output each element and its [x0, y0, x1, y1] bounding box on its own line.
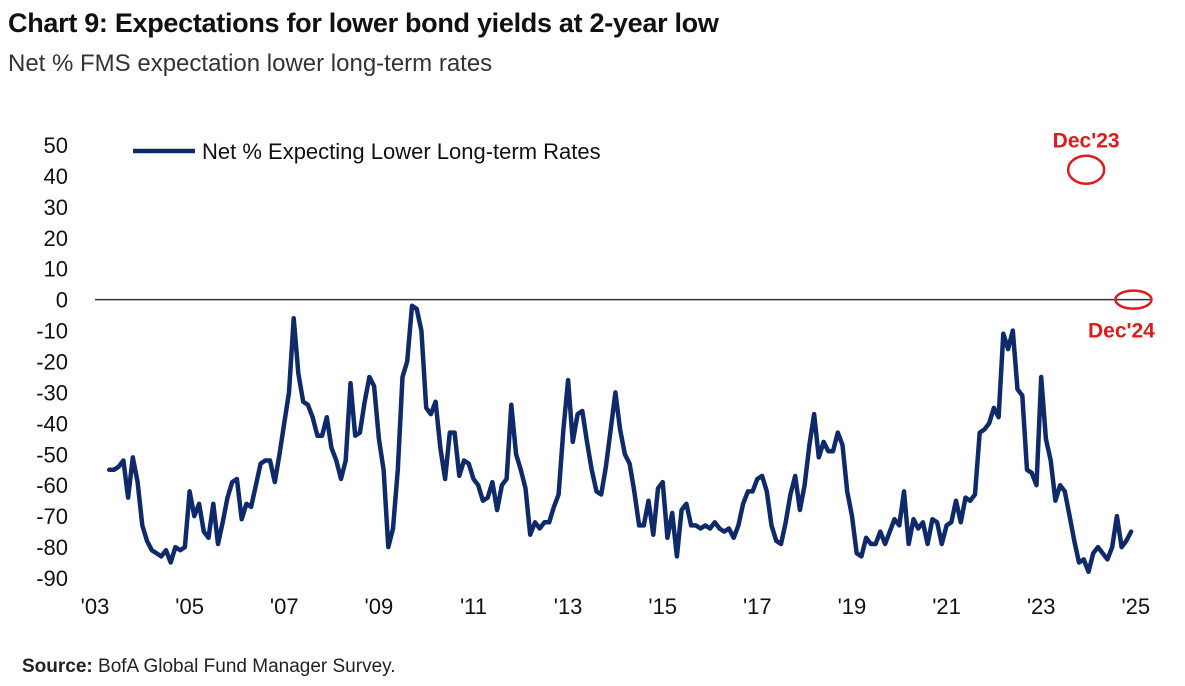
y-tick-label: 10: [44, 257, 68, 282]
annotation-label: Dec'24: [1088, 320, 1155, 343]
x-tick-label: '25: [1121, 594, 1150, 619]
series-lines: [106, 303, 1134, 575]
chart-title: Chart 9: Expectations for lower bond yie…: [8, 8, 719, 38]
legend: Net % Expecting Lower Long-term Rates: [133, 139, 601, 164]
y-tick-label: -30: [36, 380, 68, 405]
annotation-label: Dec'23: [1053, 130, 1120, 153]
y-tick-label: 30: [44, 195, 68, 220]
x-tick-label: '23: [1027, 594, 1056, 619]
y-tick-label: -10: [36, 319, 68, 344]
legend-label: Net % Expecting Lower Long-term Rates: [202, 139, 601, 164]
x-tick-label: '11: [460, 594, 487, 619]
source-note: Source: BofA Global Fund Manager Survey.: [22, 656, 396, 678]
y-tick-label: -70: [36, 504, 68, 529]
annotations: Dec'23 Dec'24: [1053, 130, 1156, 343]
x-tick-label: '09: [365, 594, 394, 619]
y-tick-label: 0: [56, 288, 68, 313]
x-tick-label: '15: [648, 594, 677, 619]
x-tick-label: '17: [743, 594, 772, 619]
x-tick-label: '21: [932, 594, 961, 619]
annotation-circle: [1066, 154, 1106, 185]
y-tick-label: -90: [36, 566, 68, 591]
source-text: BofA Global Fund Manager Survey.: [98, 656, 396, 677]
chart-subtitle: Net % FMS expectation lower long-term ra…: [8, 50, 493, 77]
y-tick-label: -80: [36, 535, 68, 560]
annotation-circle: [1114, 289, 1153, 310]
source-label: Source:: [22, 656, 93, 677]
y-tick-label: -50: [36, 442, 68, 467]
x-tick-label: '03: [81, 594, 110, 619]
y-tick-label: 50: [44, 133, 68, 158]
y-tick-label: -40: [36, 411, 68, 436]
x-axis-tick-labels: '03 '05 '07 '09 '11 '13 '15 '17 '19 '21 '23 '25: [81, 594, 1150, 619]
y-tick-label: 20: [44, 226, 68, 251]
y-tick-label: 40: [44, 164, 68, 189]
x-tick-label: '19: [838, 594, 867, 619]
x-tick-label: '05: [175, 594, 204, 619]
y-tick-label: -60: [36, 473, 68, 498]
series-line: [106, 303, 1134, 575]
x-tick-label: '13: [554, 594, 583, 619]
y-tick-label: -20: [36, 350, 68, 375]
y-axis-tick-labels: 50 40 30 20 10 0 -10 -20 -30 -40 -50 -60 -70 -80 -90: [36, 133, 68, 591]
x-tick-label: '07: [270, 594, 299, 619]
